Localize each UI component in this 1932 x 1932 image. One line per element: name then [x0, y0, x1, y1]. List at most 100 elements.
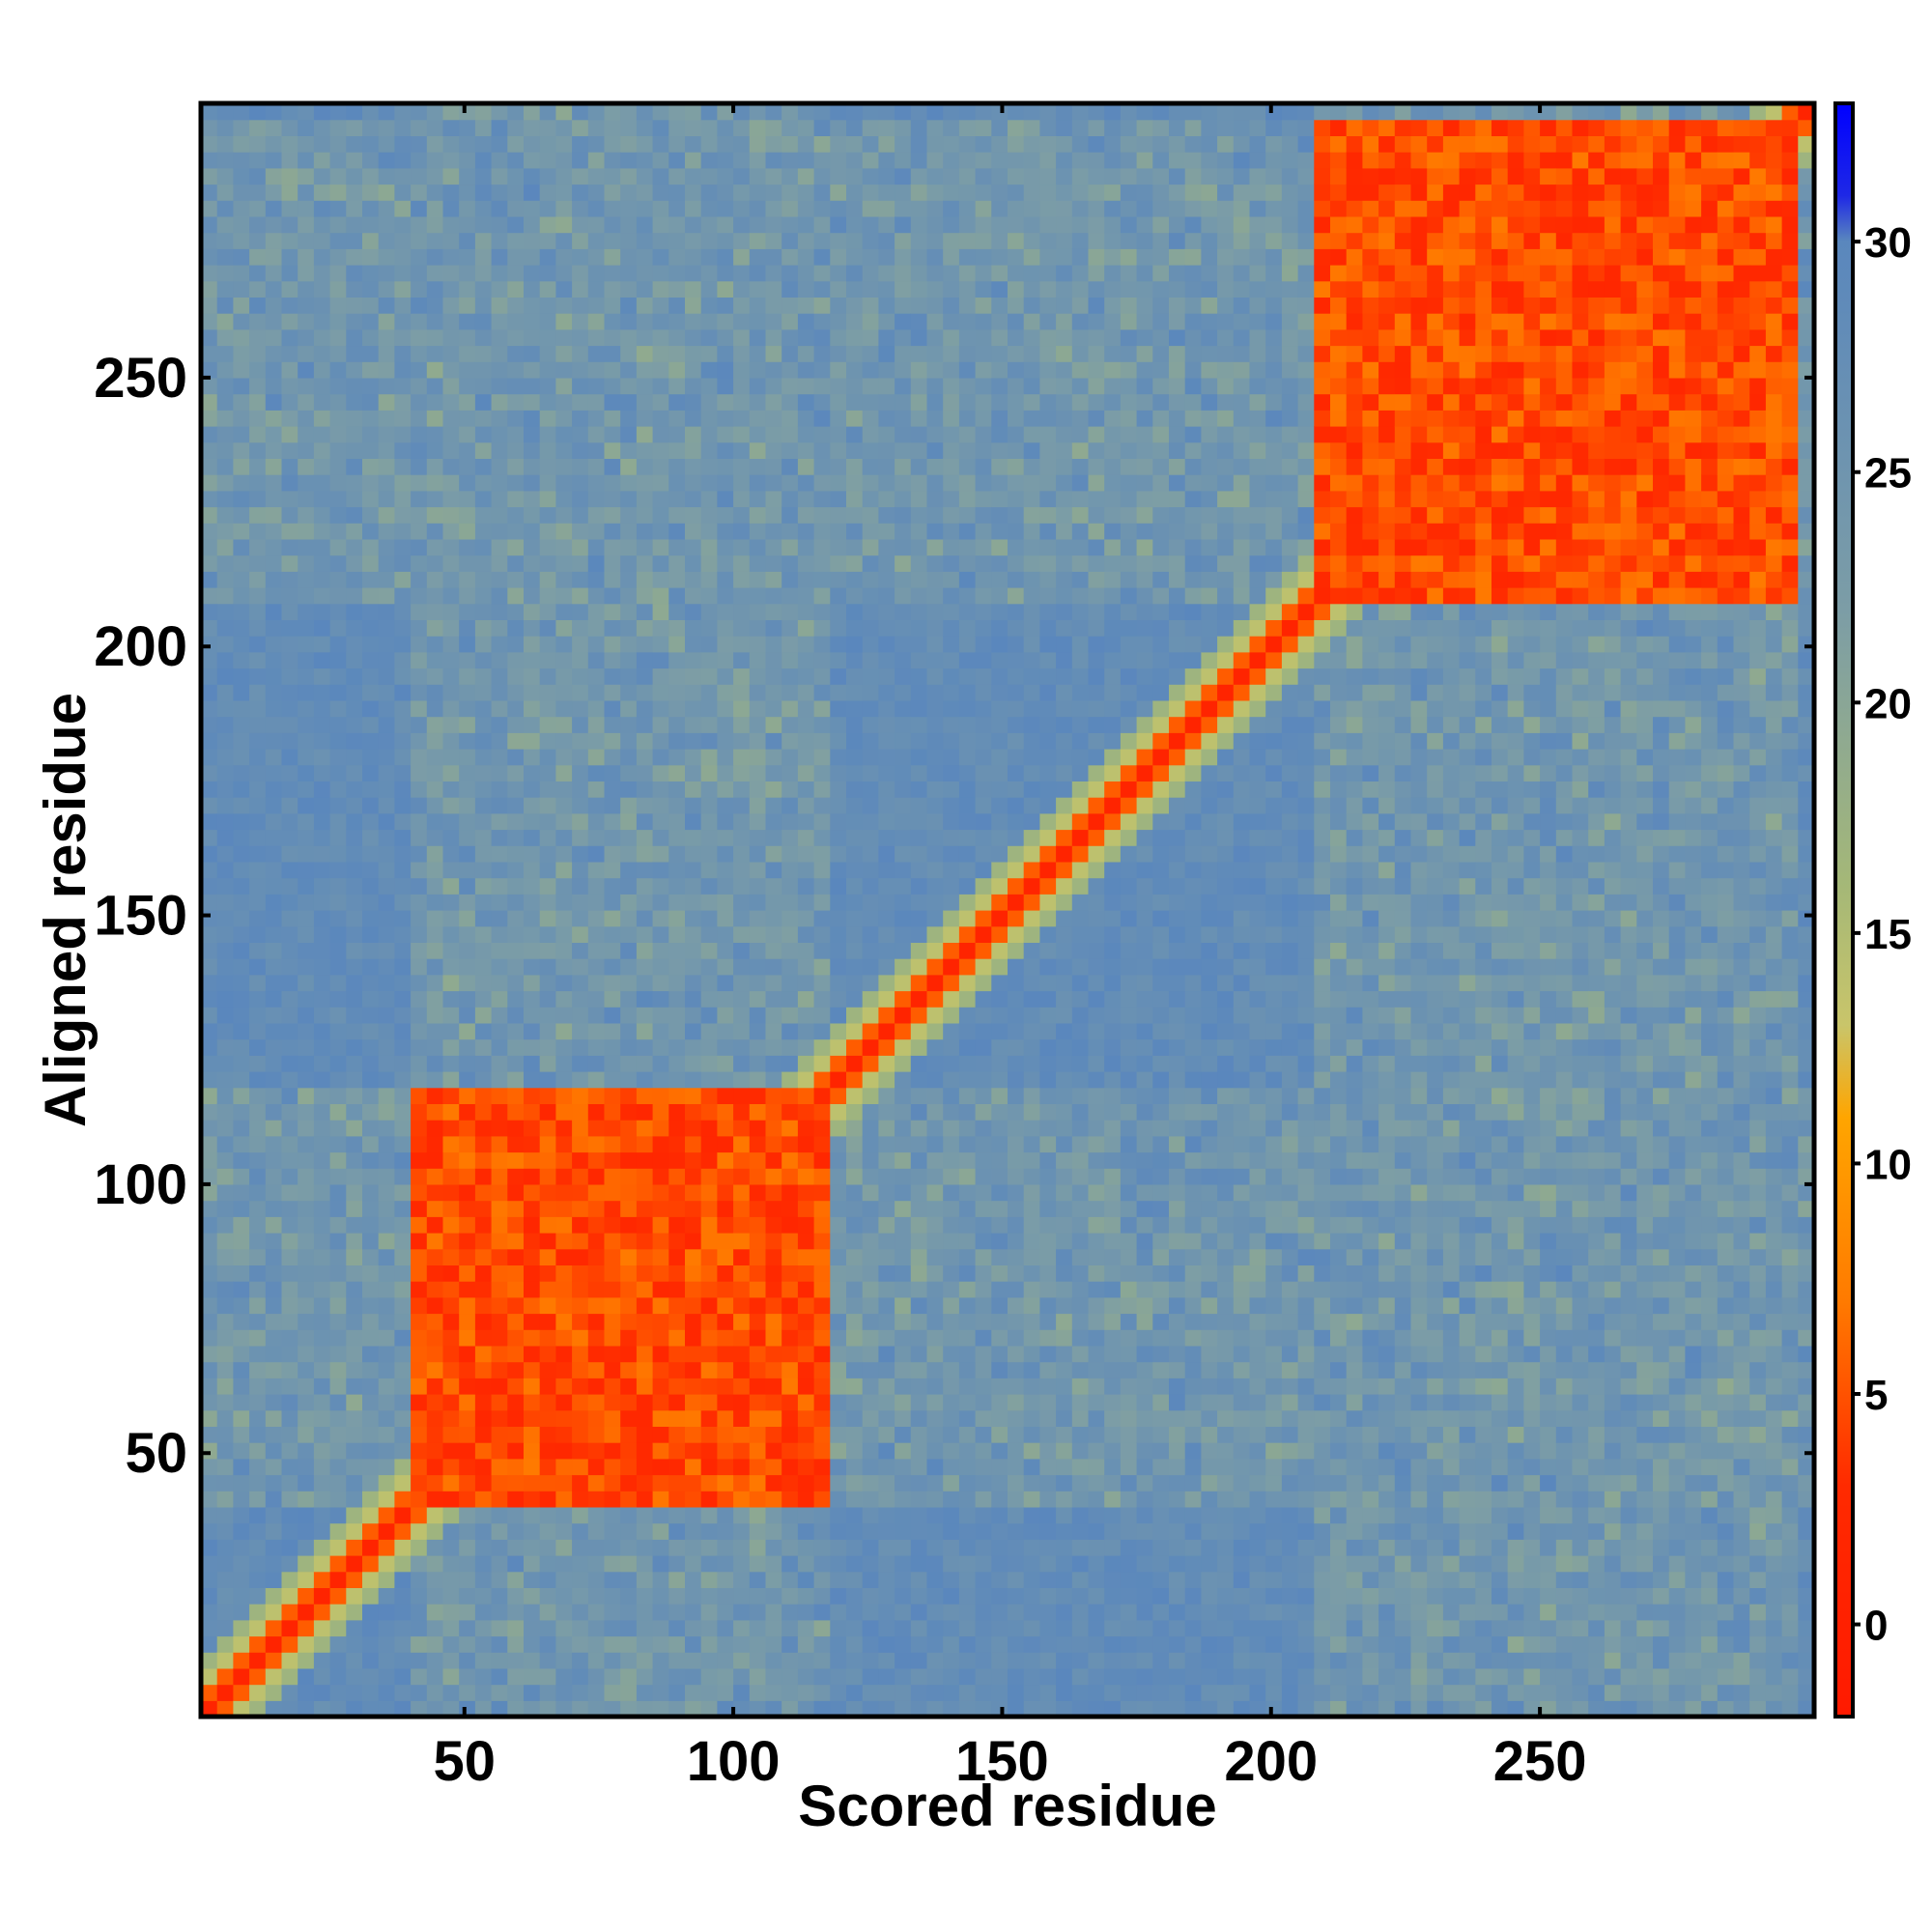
heatmap-cell: [943, 1426, 960, 1443]
heatmap-cell: [668, 1700, 686, 1718]
heatmap-cell: [668, 1296, 686, 1315]
heatmap-cell: [459, 377, 476, 395]
heatmap-cell: [895, 1700, 912, 1718]
heatmap-cell: [524, 958, 541, 976]
heatmap-cell: [216, 426, 234, 443]
heatmap-cell: [926, 651, 944, 669]
heatmap-cell: [604, 345, 621, 362]
heatmap-cell: [555, 990, 573, 1008]
heatmap-cell: [394, 877, 412, 895]
heatmap-cell: [524, 1296, 541, 1315]
heatmap-cell: [652, 361, 669, 379]
heatmap-cell: [249, 1183, 267, 1202]
heatmap-cell: [394, 248, 412, 266]
heatmap-cell: [442, 1604, 460, 1621]
heatmap-cell: [975, 749, 992, 766]
heatmap-cell: [249, 248, 267, 266]
heatmap-cell: [329, 167, 347, 185]
heatmap-cell: [507, 1313, 525, 1330]
heatmap-cell: [216, 410, 234, 427]
heatmap-cell: [378, 716, 395, 733]
heatmap-cell: [604, 474, 621, 492]
heatmap-cell: [685, 441, 702, 459]
heatmap-cell: [943, 958, 960, 976]
heatmap-cell: [378, 1055, 395, 1072]
heatmap-cell: [539, 636, 556, 653]
heatmap-cell: [604, 1571, 621, 1588]
heatmap-cell: [555, 554, 573, 572]
heatmap-cell: [265, 1700, 283, 1718]
heatmap-cell: [749, 861, 767, 879]
heatmap-cell: [733, 361, 751, 379]
heatmap-cell: [700, 942, 718, 959]
heatmap-cell: [926, 1216, 944, 1234]
heatmap-cell: [378, 1264, 395, 1282]
heatmap-cell: [539, 523, 556, 540]
heatmap-cell: [830, 1667, 847, 1686]
heatmap-cell: [442, 1361, 460, 1378]
heatmap-cell: [507, 749, 525, 766]
heatmap-cell: [846, 732, 864, 750]
heatmap-cell: [991, 554, 1009, 572]
heatmap-cell: [668, 538, 686, 556]
heatmap-cell: [362, 942, 380, 959]
heatmap-cell: [604, 1667, 621, 1686]
heatmap-cell: [362, 925, 380, 943]
heatmap-cell: [862, 1409, 879, 1427]
heatmap-cell: [943, 1667, 960, 1686]
heatmap-cell: [265, 1281, 283, 1298]
heatmap-cell: [459, 410, 476, 427]
heatmap-cell: [830, 135, 847, 153]
heatmap-cell: [555, 1168, 573, 1185]
heatmap-cell: [474, 1684, 493, 1701]
heatmap-cell: [474, 167, 493, 185]
heatmap-cell: [313, 280, 331, 298]
heatmap-cell: [539, 684, 556, 701]
heatmap-cell: [249, 619, 267, 637]
heatmap-cell: [668, 1038, 686, 1056]
heatmap-cell: [474, 1151, 493, 1169]
heatmap-cell: [201, 490, 218, 508]
heatmap-cell: [281, 812, 298, 831]
heatmap-cell: [474, 942, 493, 959]
heatmap-cell: [491, 636, 508, 653]
heatmap-cell: [442, 1281, 460, 1298]
heatmap-cell: [474, 1120, 493, 1137]
heatmap-cell: [717, 1264, 734, 1282]
heatmap-cell: [491, 877, 508, 895]
heatmap-cell: [733, 426, 751, 443]
heatmap-cell: [459, 749, 476, 766]
heatmap-cell: [797, 1587, 815, 1605]
heatmap-cell: [346, 1007, 363, 1024]
heatmap-cell: [394, 861, 412, 879]
heatmap-cell: [587, 393, 606, 411]
heatmap-cell: [524, 1103, 541, 1121]
heatmap-cell: [620, 1667, 638, 1686]
heatmap-cell: [943, 732, 960, 750]
heatmap-cell: [862, 184, 879, 201]
heatmap-cell: [426, 1103, 444, 1121]
heatmap-cell: [249, 925, 267, 943]
heatmap-cell: [943, 297, 960, 314]
heatmap-cell: [991, 1361, 1009, 1378]
heatmap-cell: [781, 651, 799, 669]
heatmap-cell: [733, 313, 751, 330]
heatmap-cell: [620, 1055, 638, 1072]
heatmap-cell: [733, 1474, 751, 1492]
heatmap-cell: [958, 1684, 977, 1701]
heatmap-cell: [781, 1667, 799, 1686]
heatmap-cell: [878, 716, 895, 733]
heatmap-cell: [958, 845, 977, 863]
heatmap-cell: [298, 990, 315, 1008]
heatmap-cell: [459, 1442, 476, 1460]
heatmap-cell: [652, 1684, 669, 1701]
heatmap-cell: [281, 781, 298, 798]
heatmap-cell: [459, 974, 476, 992]
heatmap-cell: [797, 1458, 815, 1476]
heatmap-cell: [975, 474, 992, 492]
heatmap-cell: [846, 506, 864, 524]
heatmap-cell: [846, 1296, 864, 1315]
heatmap-cell: [378, 1491, 395, 1508]
heatmap-cell: [926, 232, 944, 249]
heatmap-cell: [249, 1378, 267, 1395]
